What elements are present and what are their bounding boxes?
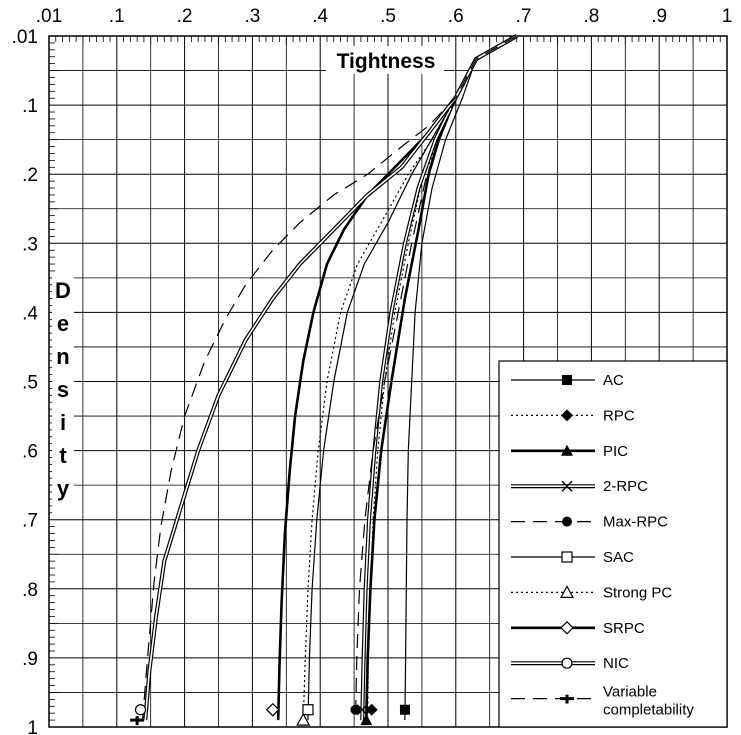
legend-marker-pic bbox=[561, 444, 573, 456]
series-marker-sac bbox=[302, 704, 314, 716]
legend-label-pic: PIC bbox=[603, 443, 628, 460]
legend-marker-ac bbox=[562, 375, 572, 385]
series-marker-rpc bbox=[365, 703, 378, 716]
y-axis-label-char: y bbox=[57, 476, 70, 501]
series-line-variable-completability bbox=[142, 35, 518, 721]
series-marker-variable-completability bbox=[130, 716, 145, 726]
series-line-nic-inner bbox=[144, 35, 518, 721]
y-axis-label-char: t bbox=[59, 443, 67, 468]
x-tick-label: .01 bbox=[36, 6, 62, 27]
y-tick-label: .01 bbox=[12, 27, 38, 48]
series-marker-nic bbox=[134, 704, 147, 716]
series-marker-ac bbox=[399, 704, 410, 715]
y-tick-label: .2 bbox=[22, 165, 38, 186]
axis-labels: .01 .1 .2 .3 .4 .5 .6 .7 .8 .9 1 .01 .1 .2 .3 .4 .5 .6 .7.… bbox=[12, 6, 733, 735]
y-tick-label: .1 bbox=[22, 96, 38, 117]
legend-label-strong-pc: Strong PC bbox=[603, 584, 672, 601]
chart-title: Tightness bbox=[337, 50, 436, 73]
x-tick-label: .9 bbox=[651, 6, 667, 27]
y-axis-label-char: s bbox=[57, 377, 69, 402]
legend-label-nic: NIC bbox=[603, 655, 629, 672]
series-marker-pic bbox=[360, 714, 373, 726]
legend-label-variable-completability: Variable bbox=[603, 684, 657, 701]
x-tick-label: .4 bbox=[312, 6, 328, 27]
y-axis-label-char: e bbox=[57, 311, 69, 336]
series-lines bbox=[142, 34, 518, 721]
y-tick-label: .8 bbox=[22, 580, 38, 601]
ylabel-background bbox=[52, 276, 74, 517]
x-tick-label: .6 bbox=[448, 6, 464, 27]
x-tick-label: .3 bbox=[244, 6, 260, 27]
legend-marker-sac bbox=[561, 551, 573, 563]
y-tick-label: .3 bbox=[22, 234, 38, 255]
y-tick-label: .6 bbox=[22, 442, 38, 463]
series-line-ac bbox=[404, 35, 518, 721]
y-tick-label: .9 bbox=[22, 649, 38, 670]
legend-marker-srpc bbox=[560, 620, 574, 635]
legend-box bbox=[498, 360, 728, 728]
x-tick-label: .8 bbox=[583, 6, 599, 27]
y-axis-label-char: D bbox=[55, 278, 71, 303]
series-markers bbox=[130, 702, 410, 726]
y-tick-label: .5 bbox=[22, 373, 38, 394]
legend-label-ac: AC bbox=[603, 372, 624, 389]
title-background bbox=[326, 46, 444, 74]
legend-label-sac: SAC bbox=[603, 549, 634, 566]
legend-label-max-rpc: Max-RPC bbox=[603, 514, 668, 531]
x-tick-label: .7 bbox=[516, 6, 532, 27]
legend-label-variable-completability-line2: completability bbox=[603, 702, 694, 719]
legend-marker-nic bbox=[561, 657, 573, 669]
series-marker-max-rpc bbox=[350, 704, 361, 715]
x-tick-label: .5 bbox=[380, 6, 396, 27]
legend: AC RPC PIC 2-RPC Max-RPC SAC Strong PC SRPC NIC V… bbox=[498, 360, 728, 728]
legend-marker-max-rpc bbox=[562, 516, 572, 527]
series-marker-strong-pc bbox=[296, 712, 311, 726]
y-axis-label-char: n bbox=[56, 344, 69, 369]
y-axis-label-char: i bbox=[60, 410, 66, 435]
legend-label-2-rpc: 2-RPC bbox=[603, 478, 648, 495]
legend-marker-strong-pc bbox=[559, 585, 575, 599]
x-tick-label: 1 bbox=[722, 6, 733, 27]
x-tick-label: .2 bbox=[177, 6, 193, 27]
legend-marker-2-rpc bbox=[561, 480, 573, 492]
legend-label-rpc: RPC bbox=[603, 407, 635, 424]
y-tick-label: .7 bbox=[22, 511, 38, 532]
series-marker-srpc bbox=[265, 702, 280, 717]
legend-label-srpc: SRPC bbox=[603, 620, 645, 637]
legend-marker-variable-completability bbox=[560, 694, 574, 704]
y-tick-label: 1 bbox=[27, 718, 38, 735]
legend-marker-rpc bbox=[561, 409, 573, 422]
y-tick-label: .4 bbox=[22, 303, 38, 324]
x-tick-label: .1 bbox=[109, 6, 125, 27]
